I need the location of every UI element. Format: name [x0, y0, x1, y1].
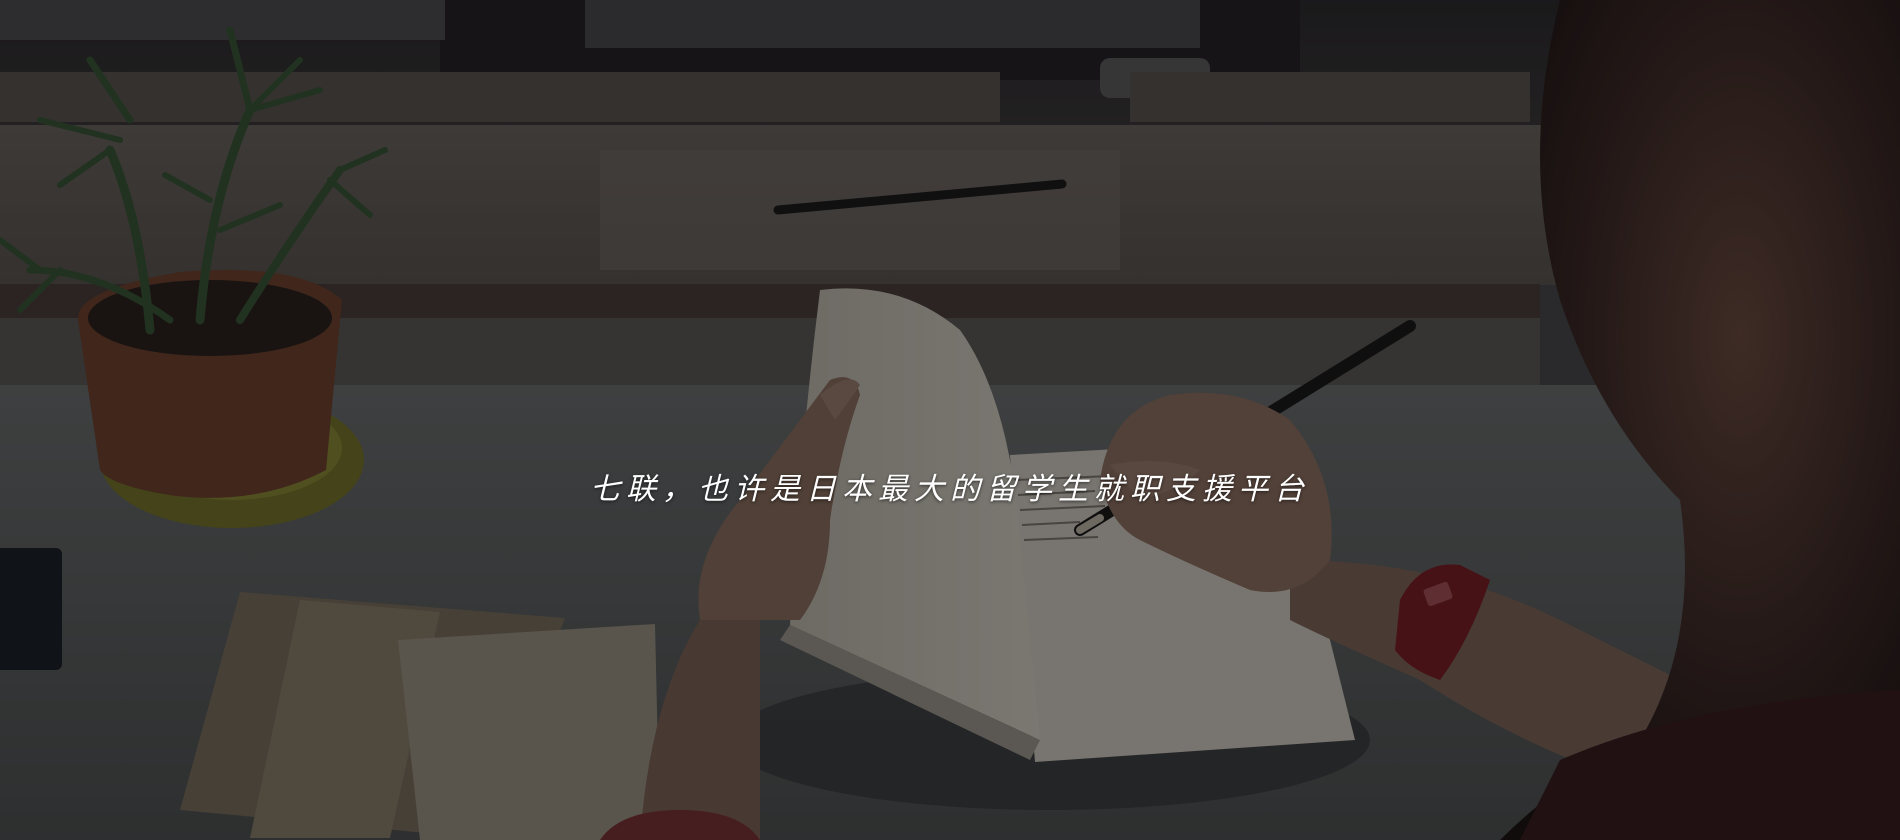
hero-tagline: 七联，也许是日本最大的留学生就职支援平台: [590, 472, 1310, 507]
left-arm: [640, 600, 760, 840]
left-hand: [698, 377, 860, 620]
wrist-watch: [1395, 564, 1490, 680]
right-hand: [1100, 392, 1332, 592]
right-fingers: [1110, 461, 1200, 500]
sill-pencil: [773, 179, 1067, 215]
envelope-middle: [250, 600, 440, 838]
window-glass-left: [0, 0, 445, 40]
handwriting: [1014, 475, 1111, 541]
pencil-tip: [1076, 514, 1104, 534]
sill-top-strip: [0, 72, 1000, 122]
envelope-front: [398, 624, 660, 840]
sill-highlight: [600, 150, 1120, 270]
left-sleeve: [600, 810, 760, 840]
sill-top-strip-right: [1130, 72, 1530, 122]
watch-buckle: [1423, 581, 1453, 607]
dark-card: [0, 548, 62, 670]
notebook-page-edge: [780, 625, 1040, 760]
window-glass: [585, 0, 1200, 48]
person-blur: [1500, 0, 1900, 840]
left-thumb: [820, 379, 860, 420]
person-shoulder: [1520, 690, 1900, 840]
plant: [0, 26, 388, 335]
